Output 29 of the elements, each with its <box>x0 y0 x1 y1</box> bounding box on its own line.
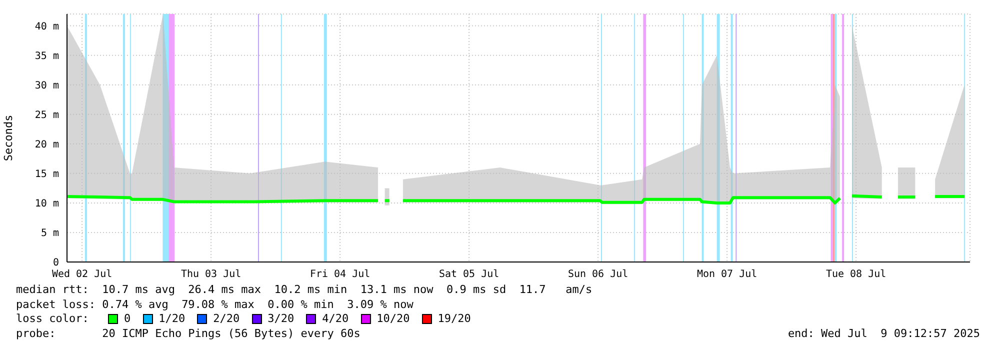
text: probe: 20 ICMP Echo Pings (56 Bytes) every 60s <box>16 326 360 341</box>
text: end: Wed Jul 9 09:12:57 2025 <box>788 326 980 341</box>
y-tick-label: 20 m <box>34 139 59 150</box>
text: 4/20 <box>321 312 349 326</box>
x-tick-label: Sun 06 Jul <box>568 269 628 280</box>
y-tick-label: 0 <box>52 258 59 269</box>
y-axis-title: Seconds <box>2 114 15 162</box>
y-tick-label: 5 m <box>40 228 59 240</box>
text: 0 <box>123 312 131 326</box>
text: 3/20 <box>266 312 294 326</box>
x-tick-label: Mon 07 Jul <box>696 269 758 280</box>
x-tick-label: Wed 02 Jul <box>52 269 112 280</box>
y-tick-label: 15 m <box>34 168 59 180</box>
y-tick-label: 10 m <box>34 198 59 210</box>
y-tick-label: 30 m <box>34 80 59 92</box>
text: 2/20 <box>212 312 240 326</box>
text: 1/20 <box>158 312 186 326</box>
text: packet loss: 0.74 % avg 79.08 % max 0.00 % min 3.09 % now <box>16 298 414 312</box>
text: median rtt: 10.7 ms avg 26.4 ms max 10.2 ms min 13.1 ms now 0.9 ms sd 11.7 am/s <box>16 283 594 298</box>
x-tick-label: Tue 08 Jul <box>826 269 886 280</box>
y-tick-label: 25 m <box>34 110 59 121</box>
x-tick-label: Fri 04 Jul <box>310 269 370 280</box>
x-tick-label: Sat 05 Jul <box>438 269 500 280</box>
text: 10/20 <box>376 312 410 326</box>
x-tick-label: Thu 03 Jul <box>180 269 242 280</box>
y-tick-label: 35 m <box>34 50 59 62</box>
text: loss color: <box>16 312 90 326</box>
text: 19/20 <box>436 312 471 326</box>
y-tick-label: 40 m <box>34 21 59 32</box>
